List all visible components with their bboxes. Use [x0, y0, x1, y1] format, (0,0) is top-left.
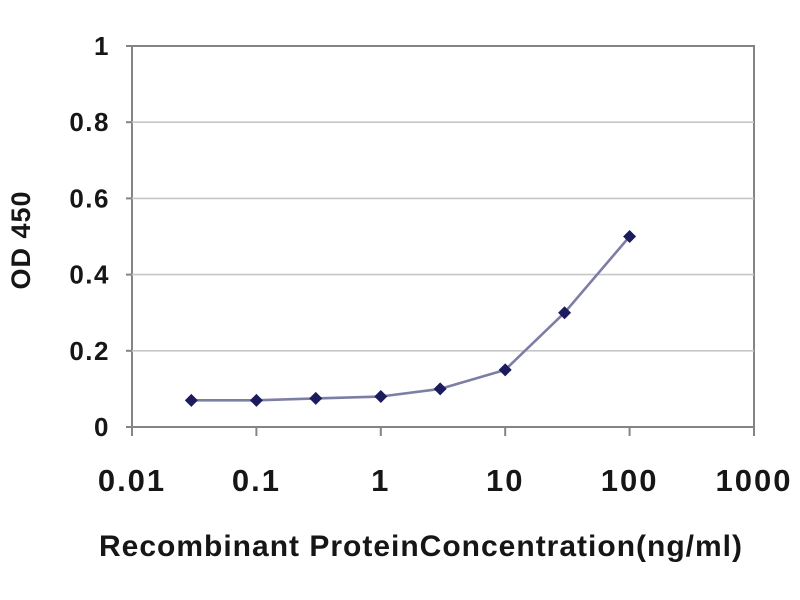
series-line — [191, 235, 631, 402]
x-axis-title: Recombinant ProteinConcentration(ng/ml) — [99, 530, 743, 563]
data-point-marker — [309, 391, 323, 405]
data-point-marker — [249, 393, 263, 407]
y-axis-title: OD 450 — [6, 190, 36, 289]
y-tick-label: 0 — [94, 412, 110, 442]
data-point-marker — [433, 382, 447, 396]
y-tick-label: 0.8 — [69, 107, 110, 137]
x-tick-label: 100 — [601, 463, 659, 498]
y-tick-label: 0.4 — [69, 260, 110, 290]
y-tick-label: 1 — [94, 31, 110, 61]
x-tick-label: 1000 — [716, 463, 793, 498]
data-point-marker — [623, 230, 637, 243]
x-tick-label: 0.01 — [98, 463, 166, 498]
x-tick-label: 10 — [486, 463, 524, 498]
plot-border — [131, 45, 755, 428]
data-point-marker — [184, 393, 198, 407]
x-tick-label: 1 — [371, 463, 390, 498]
data-point-marker — [498, 363, 512, 377]
data-point-marker — [374, 390, 388, 404]
data-point-marker — [558, 306, 572, 320]
y-tick-label: 0.2 — [69, 336, 110, 366]
y-tick-label: 0.6 — [69, 183, 110, 213]
plot-area: 0 0.2 0.4 0.6 0.8 1 0.01 0.1 1 10 100 1000 — [69, 31, 793, 498]
x-tick-label: 0.1 — [232, 463, 281, 498]
